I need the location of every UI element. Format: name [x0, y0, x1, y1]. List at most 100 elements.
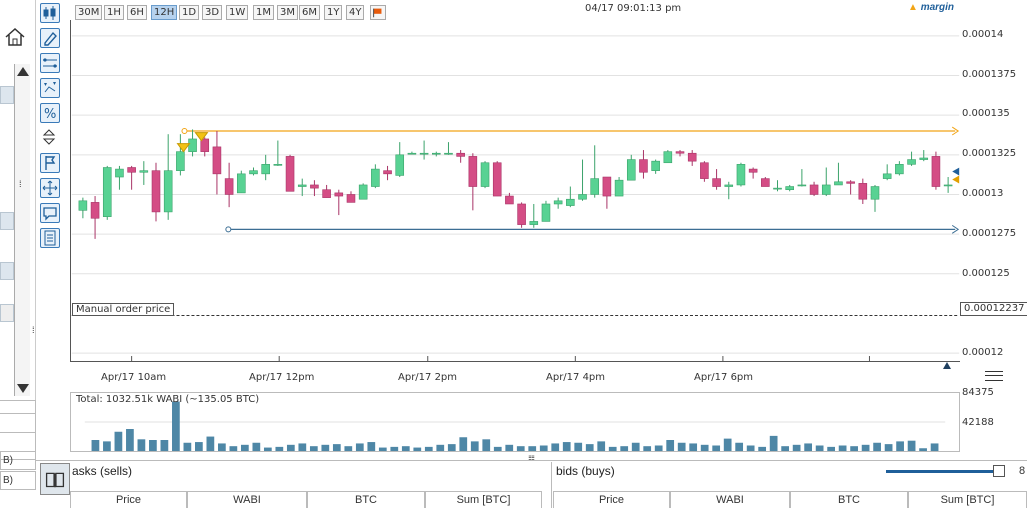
- timeframe-1w-button[interactable]: 1W: [226, 5, 249, 20]
- left-scrollbar[interactable]: ⁞: [14, 64, 30, 396]
- chart-settings-icon[interactable]: [370, 5, 386, 20]
- percent-icon[interactable]: %: [40, 103, 60, 123]
- volume-bar: [643, 446, 652, 451]
- volume-bar: [712, 445, 721, 451]
- timeframe-3d-button[interactable]: 3D: [202, 5, 223, 20]
- flag-icon[interactable]: [40, 153, 60, 173]
- timeframe-30m-button[interactable]: 30M: [75, 5, 103, 20]
- volume-chart[interactable]: [70, 392, 960, 452]
- order-book-toggle[interactable]: [40, 463, 70, 495]
- candle: [809, 181, 819, 197]
- manual-order-label[interactable]: Manual order price: [72, 303, 175, 316]
- volume-bar: [126, 429, 134, 451]
- scroll-down-icon[interactable]: [17, 384, 29, 393]
- candle: [78, 197, 88, 219]
- volume-bar: [344, 446, 353, 451]
- time-tick: Apr/17 4pm: [546, 372, 606, 383]
- signal-marker: [194, 132, 209, 142]
- price-chart[interactable]: [70, 20, 960, 362]
- candle: [322, 184, 331, 198]
- list-item[interactable]: [0, 212, 14, 230]
- bids-column-wabi[interactable]: WABI: [670, 491, 790, 508]
- volume-bar: [137, 439, 146, 451]
- timeframe-6m-button[interactable]: 6M: [299, 5, 320, 20]
- candle: [712, 169, 721, 190]
- order-book-divider: [551, 462, 552, 508]
- volume-bar: [459, 437, 468, 451]
- volume-bar: [551, 443, 560, 451]
- volume-bar: [689, 443, 698, 451]
- notes-icon[interactable]: [40, 228, 60, 248]
- volume-bar: [298, 443, 307, 451]
- splitter-grip-icon[interactable]: ⁞: [32, 325, 35, 335]
- bids-column-btc[interactable]: BTC: [790, 491, 908, 508]
- asks-column-btc[interactable]: BTC: [307, 491, 425, 508]
- candle: [395, 142, 405, 178]
- volume-bar: [309, 446, 318, 451]
- candle: [821, 167, 831, 197]
- price-tick: 0.0001325: [962, 148, 1017, 160]
- left-row-1: [0, 400, 36, 460]
- home-icon[interactable]: [4, 26, 26, 48]
- timeframe-6h-button[interactable]: 6H: [127, 5, 147, 20]
- bids-column-price[interactable]: Price: [553, 491, 670, 508]
- timeframe-1d-button[interactable]: 1D: [179, 5, 200, 20]
- manual-order-price-tag: 0.00012237: [960, 302, 1027, 316]
- volume-bar: [792, 444, 801, 451]
- volume-total: Total: 1032.51k WABI (~135.05 BTC): [76, 394, 260, 405]
- bids-column-sum[interactable]: Sum [BTC]: [908, 491, 1027, 508]
- price-tick: 0.00012: [962, 347, 1004, 359]
- resistance-arrow: [951, 126, 960, 136]
- candle: [761, 177, 770, 187]
- volume-bar: [528, 446, 537, 451]
- volume-tick: 84375: [962, 387, 994, 398]
- volume-bar: [654, 445, 663, 451]
- candle: [310, 180, 319, 197]
- move-icon[interactable]: [40, 178, 60, 198]
- candle: [492, 161, 502, 197]
- asks-column-price[interactable]: Price: [70, 491, 187, 508]
- line-tool-icon[interactable]: [40, 53, 60, 73]
- scatter-tool-icon[interactable]: [40, 78, 60, 98]
- depth-slider-handle[interactable]: [993, 465, 1005, 477]
- asks-column-wabi[interactable]: WABI: [187, 491, 307, 508]
- timeframe-3m-button[interactable]: 3M: [277, 5, 298, 20]
- candle: [115, 165, 124, 190]
- candle: [139, 161, 149, 185]
- grip-icon[interactable]: ⁞: [19, 179, 22, 189]
- candle: [456, 150, 465, 163]
- depth-slider-track[interactable]: [886, 470, 1004, 473]
- candle: [249, 167, 258, 176]
- timeframe-4y-button[interactable]: 4Y: [346, 5, 365, 20]
- volume-bar: [390, 446, 399, 451]
- candle: [371, 164, 380, 189]
- volume-bar: [930, 443, 939, 451]
- pencil-icon[interactable]: [40, 28, 60, 48]
- timeframe-1m-button[interactable]: 1M: [253, 5, 274, 20]
- panel-splitter-icon[interactable]: ⁞⁞⁞⁞: [528, 454, 535, 464]
- comment-icon[interactable]: [40, 203, 60, 223]
- volume-bar: [585, 444, 594, 451]
- candle: [895, 161, 904, 176]
- candle: [700, 161, 709, 182]
- timeframe-1y-button[interactable]: 1Y: [324, 5, 343, 20]
- candle: [151, 162, 161, 222]
- volume-bar: [401, 446, 410, 451]
- volume-bar: [516, 446, 525, 451]
- list-item[interactable]: [0, 86, 14, 104]
- candles-icon[interactable]: [40, 3, 60, 23]
- timeframe-1h-button[interactable]: 1H: [104, 5, 124, 20]
- volume-bar: [195, 442, 203, 451]
- candle: [870, 184, 880, 212]
- resize-vertical-icon[interactable]: [40, 128, 60, 148]
- timeframe-12h-button[interactable]: 12H: [151, 5, 178, 20]
- list-item[interactable]: [0, 262, 14, 280]
- scroll-up-icon[interactable]: [16, 67, 29, 76]
- volume-bar: [827, 446, 835, 451]
- asks-column-sum[interactable]: Sum [BTC]: [425, 491, 542, 508]
- bids-title: bids (buys): [556, 464, 615, 478]
- time-tick: Apr/17 2pm: [398, 372, 458, 383]
- axis-menu-icon[interactable]: [985, 371, 1003, 381]
- list-item[interactable]: [0, 304, 14, 322]
- candle: [541, 200, 551, 222]
